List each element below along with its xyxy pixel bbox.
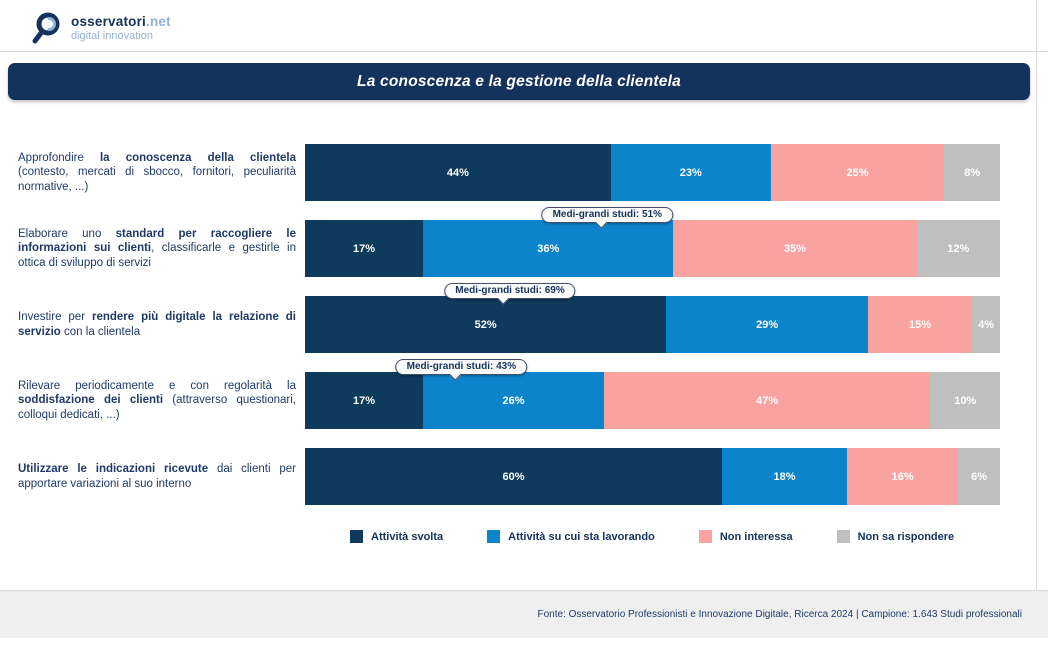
- segment-value-label: 60%: [502, 470, 525, 483]
- segment-value-label: 35%: [783, 242, 806, 255]
- segment-value-label: 36%: [537, 242, 560, 255]
- segment-value-label: 52%: [474, 318, 497, 331]
- bar-segment: 8%: [944, 144, 1000, 201]
- callout-badge: Medi-grandi studi: 43%: [395, 359, 528, 375]
- legend-item: Non interessa: [698, 530, 793, 543]
- segment-value-label: 4%: [978, 318, 995, 331]
- bar-segment: 23%: [610, 144, 771, 201]
- bar-segment: 16%: [847, 448, 959, 505]
- row-label: Investire per rendere più digitale la re…: [18, 311, 296, 338]
- logo-brand-suffix: .net: [146, 14, 171, 29]
- chart-row: Investire per rendere più digitale la re…: [18, 283, 1000, 353]
- row-label: Elaborare uno standard per raccogliere l…: [18, 227, 296, 269]
- bar-segment: 26%: [423, 372, 604, 429]
- source-note: Fonte: Osservatorio Professionisti e Inn…: [537, 609, 1022, 620]
- stacked-bar: 44% 23% 25% 8%: [305, 144, 1000, 201]
- bar-segment: 18%: [722, 448, 848, 505]
- bar-segment: 47%: [603, 372, 931, 429]
- segment-value-label: 25%: [846, 166, 869, 179]
- chart-row: Approfondire la conoscenza della cliente…: [18, 144, 1000, 201]
- chart-row: Utilizzare le indicazioni ricevute dai c…: [18, 448, 1000, 505]
- chart-row: Elaborare uno standard per raccogliere l…: [18, 207, 1000, 277]
- chart-rows: Approfondire la conoscenza della cliente…: [18, 144, 1000, 524]
- stacked-bar: 52% 29% 15% 4% Medi-grandi studi: 69%: [305, 283, 1000, 353]
- segment-value-label: 26%: [502, 394, 525, 407]
- stacked-bar: 17% 26% 47% 10% Medi-grandi studi: 43%: [305, 359, 1000, 429]
- legend-swatch: [836, 530, 850, 543]
- segment-value-label: 44%: [446, 166, 469, 179]
- bar-segment: 17%: [305, 220, 424, 277]
- callout-badge: Medi-grandi studi: 51%: [541, 207, 674, 223]
- segment-value-label: 16%: [891, 470, 914, 483]
- bar-segment: 10%: [930, 372, 1000, 429]
- legend-swatch: [350, 530, 363, 543]
- logo-text: osservatori.net digital innovation: [71, 14, 171, 42]
- row-label: Approfondire la conoscenza della cliente…: [18, 151, 297, 193]
- stacked-bar: 17% 36% 35% 12% Medi-grandi studi: 51%: [305, 207, 1000, 277]
- header-divider: [0, 51, 1048, 52]
- legend-label: Non interessa: [719, 530, 793, 543]
- magnifier-logo-icon: [32, 12, 60, 44]
- chart-title: La conoscenza e la gestione della client…: [357, 72, 681, 90]
- row-label: Utilizzare le indicazioni ricevute dai c…: [18, 463, 296, 490]
- osservatori-logo: osservatori.net digital innovation: [28, 10, 171, 46]
- segment-value-label: 6%: [971, 470, 988, 483]
- bar-segment: 29%: [666, 296, 868, 353]
- bar-segment: 15%: [867, 296, 973, 353]
- legend-item: Attività su cui sta lavorando: [487, 530, 655, 543]
- bar-segment: 12%: [916, 220, 1000, 277]
- segment-value-label: 29%: [756, 318, 779, 331]
- segment-value-label: 15%: [909, 318, 932, 331]
- segment-value-label: 8%: [964, 166, 981, 179]
- segment-value-label: 12%: [947, 242, 970, 255]
- segment-value-label: 18%: [773, 470, 796, 483]
- segment-value-label: 17%: [353, 394, 376, 407]
- chart-title-bar: La conoscenza e la gestione della client…: [8, 63, 1030, 100]
- row-label: Rilevare periodicamente e con regolarità…: [18, 379, 296, 421]
- bar-segment: 25%: [770, 144, 945, 201]
- chart-legend: Attività svolta Attività su cui sta lavo…: [350, 530, 954, 543]
- legend-swatch: [698, 530, 712, 543]
- stacked-bar: 60% 18% 16% 6%: [305, 448, 1000, 505]
- legend-item: Attività svolta: [350, 530, 443, 543]
- bar-segment: 6%: [958, 448, 1000, 505]
- slide-right-border: [1036, 0, 1037, 590]
- footer-band: Fonte: Osservatorio Professionisti e Inn…: [0, 590, 1048, 638]
- bar-segment: 17%: [305, 372, 424, 429]
- bar-segment: 36%: [423, 220, 674, 277]
- segment-value-label: 47%: [756, 394, 779, 407]
- bar-segment: 4%: [972, 296, 1000, 353]
- legend-item: Non sa rispondere: [836, 530, 955, 543]
- logo-brand: osservatori: [71, 14, 146, 29]
- bar-segment: 44%: [305, 144, 611, 201]
- bar-segment: 52%: [305, 296, 667, 353]
- legend-label: Attività su cui sta lavorando: [508, 530, 655, 543]
- legend-label: Non sa rispondere: [857, 530, 955, 543]
- segment-value-label: 23%: [679, 166, 702, 179]
- bar-segment: 35%: [673, 220, 917, 277]
- legend-label: Attività svolta: [371, 530, 444, 543]
- legend-swatch: [487, 530, 501, 543]
- bar-segment: 60%: [305, 448, 722, 505]
- logo-tagline: digital innovation: [71, 30, 153, 42]
- chart-row: Rilevare periodicamente e con regolarità…: [18, 359, 1000, 429]
- segment-value-label: 17%: [353, 242, 376, 255]
- segment-value-label: 10%: [954, 394, 977, 407]
- callout-badge: Medi-grandi studi: 69%: [444, 283, 576, 299]
